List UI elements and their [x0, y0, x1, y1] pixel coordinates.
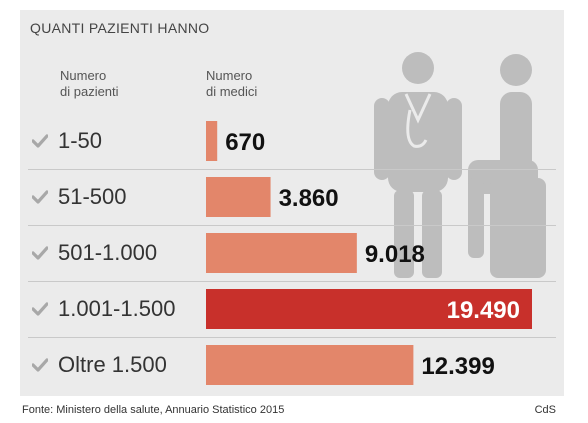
doctor-icon [374, 52, 462, 278]
list-item: 51-500 [20, 170, 564, 224]
category-label: Oltre 1.500 [58, 352, 167, 377]
bar-value-label: 3.860 [279, 185, 339, 212]
bar-value-label: 9.018 [365, 241, 425, 268]
patients-column-header: Numero di pazienti [60, 68, 119, 99]
bar-value-label: 12.399 [421, 353, 494, 380]
doctor-patient-illustration [374, 52, 546, 278]
divider [28, 169, 556, 170]
checkmark-icon [32, 302, 48, 316]
bar [206, 289, 532, 329]
divider [28, 281, 556, 282]
category-label: 1.001-1.500 [58, 296, 176, 321]
bar-value-label: 19.490 [447, 297, 520, 324]
category-label: 501-1.000 [58, 240, 158, 265]
bar-chart: 670 3.860 9.018 19.490 12.399 [206, 121, 532, 385]
divider [28, 337, 556, 338]
doctors-column-header: Numero di medici [206, 68, 258, 99]
category-label: 51-500 [58, 184, 127, 209]
chart-title: QUANTI PAZIENTI HANNO [30, 20, 210, 36]
list-item: 501-1.000 [20, 226, 564, 280]
category-label: 1-50 [58, 128, 103, 153]
bar [206, 233, 357, 273]
checkmark-icon [32, 190, 48, 204]
checkmark-icon [32, 358, 48, 372]
checkmark-icon [32, 134, 48, 148]
credit-label: CdS [534, 404, 556, 416]
bar [206, 121, 218, 161]
bar [206, 345, 414, 385]
divider [28, 225, 556, 226]
bar-value-label: 670 [225, 129, 265, 156]
checkmark-icon [32, 246, 48, 260]
source-note: Fonte: Ministero della salute, Annuario … [22, 404, 285, 416]
list-item: 1.001-1.500 [20, 282, 564, 336]
infographic-panel: QUANTI PAZIENTI HANNO Numero di pazienti… [20, 10, 564, 396]
patient-icon [468, 54, 546, 278]
bar [206, 177, 271, 217]
list-item: Oltre 1.500 [20, 338, 564, 392]
list-item: 1-50 [20, 114, 564, 168]
